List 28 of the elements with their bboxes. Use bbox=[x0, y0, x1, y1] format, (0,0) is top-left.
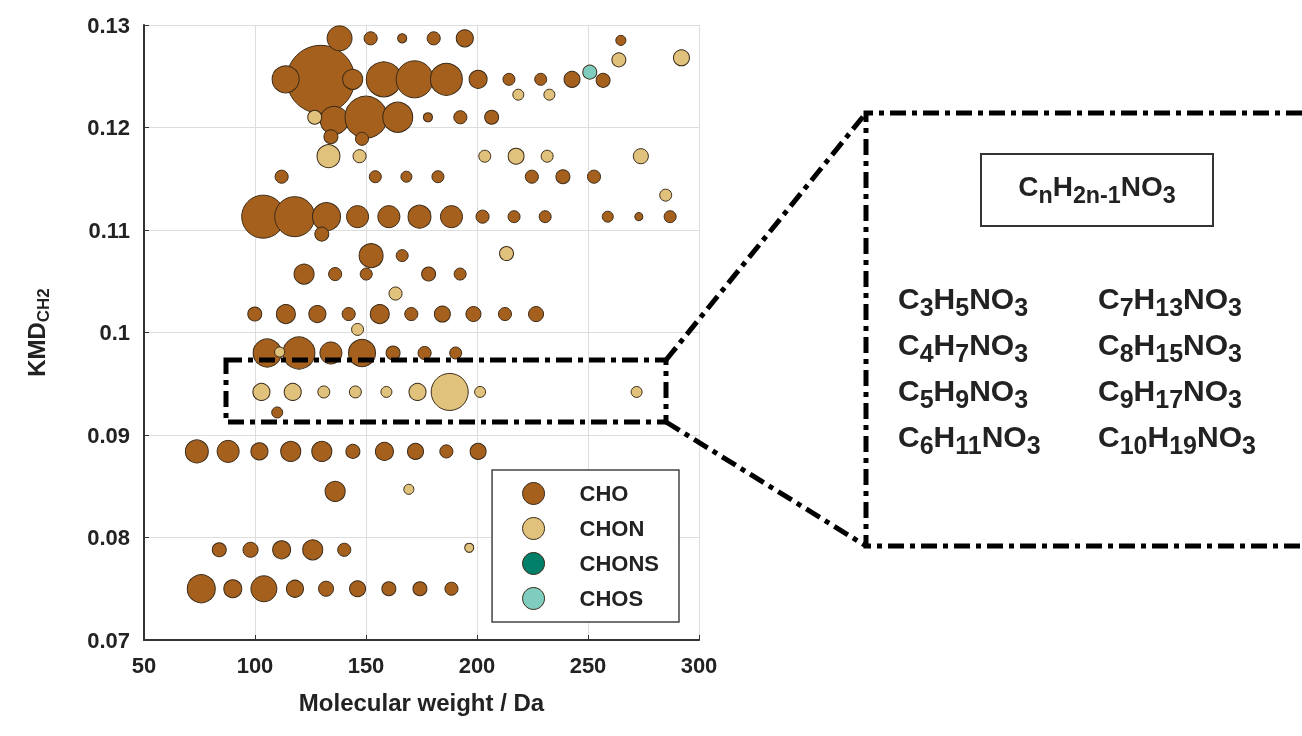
y-tick-label: 0.11 bbox=[88, 217, 130, 243]
y-tick-label: 0.07 bbox=[87, 627, 130, 653]
y-tick-label: 0.1 bbox=[99, 320, 130, 345]
y-tick-label: 0.12 bbox=[87, 115, 130, 140]
text: C$_{3}$H$_{5}$NO$_{3}$ bbox=[898, 282, 1029, 322]
x-tick-label: 50 bbox=[131, 652, 157, 678]
y-tick-label: 0.09 bbox=[87, 422, 130, 448]
text: C$_{n}$H$_{2n-1}$NO$_{3}$ bbox=[1018, 171, 1176, 209]
x-tick-label: 300 bbox=[680, 652, 718, 678]
y-tick-label: 0.08 bbox=[87, 525, 130, 550]
text: C$_{5}$H$_{9}$NO$_{3}$ bbox=[898, 374, 1029, 414]
legend-label: CHOS bbox=[579, 586, 644, 611]
text: C$_{7}$H$_{13}$NO$_{3}$ bbox=[1098, 282, 1242, 322]
legend-label: CHON bbox=[579, 516, 645, 541]
text: C$_{10}$H$_{19}$NO$_{3}$ bbox=[1098, 420, 1256, 460]
text: C$_{8}$H$_{15}$NO$_{3}$ bbox=[1098, 328, 1242, 368]
x-tick-label: 250 bbox=[569, 652, 607, 678]
x-tick-label: 100 bbox=[236, 652, 274, 678]
legend-label: CHONS bbox=[579, 551, 659, 576]
x-tick-label: 200 bbox=[458, 652, 496, 678]
text: C$_{6}$H$_{11}$NO$_{3}$ bbox=[898, 420, 1041, 460]
text: C$_{4}$H$_{7}$NO$_{3}$ bbox=[898, 328, 1029, 368]
legend-label: CHO bbox=[579, 481, 629, 506]
x-tick-label: 150 bbox=[347, 652, 385, 678]
y-axis-title: KMDCH2 bbox=[23, 288, 53, 377]
text: C$_{9}$H$_{17}$NO$_{3}$ bbox=[1098, 374, 1242, 414]
x-axis-title: Molecular weight / Da bbox=[298, 688, 545, 716]
y-tick-label: 0.13 bbox=[87, 12, 130, 38]
